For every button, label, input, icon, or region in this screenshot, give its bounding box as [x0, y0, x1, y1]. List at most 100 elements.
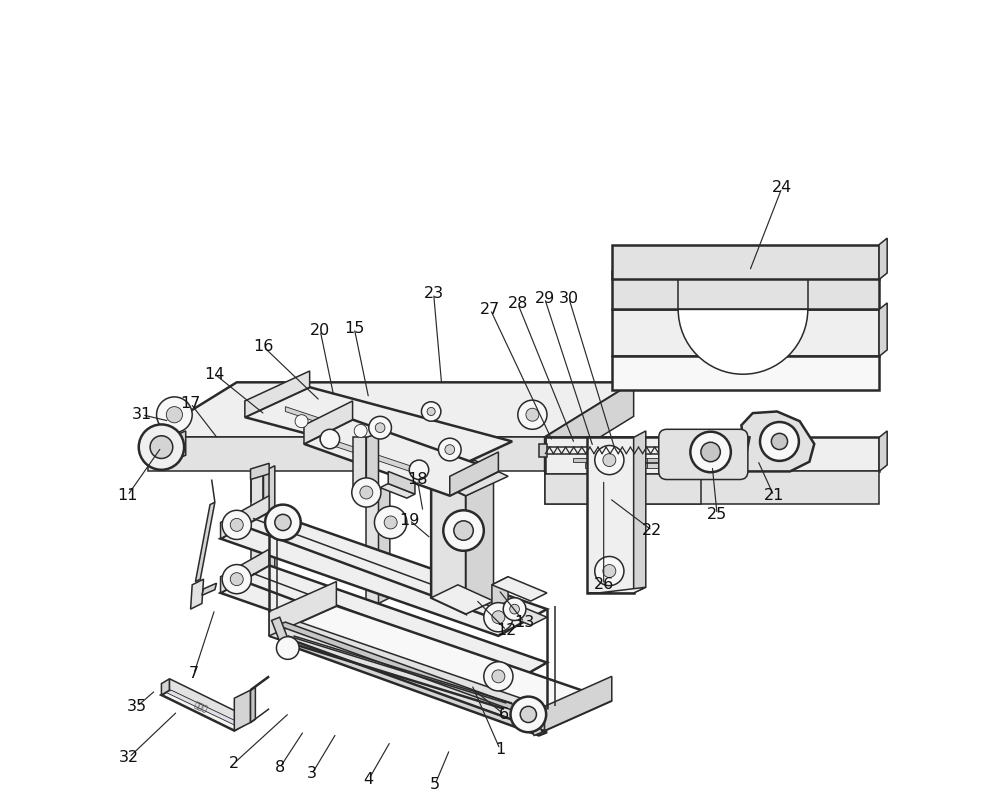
Polygon shape — [269, 606, 612, 731]
Polygon shape — [148, 382, 634, 437]
Circle shape — [222, 510, 251, 539]
Circle shape — [360, 486, 373, 499]
Polygon shape — [545, 437, 701, 474]
Circle shape — [409, 460, 429, 480]
Polygon shape — [148, 437, 545, 471]
Polygon shape — [148, 436, 174, 460]
Circle shape — [320, 429, 340, 449]
Text: 7: 7 — [189, 667, 199, 681]
Polygon shape — [277, 622, 539, 717]
Polygon shape — [492, 601, 547, 625]
Polygon shape — [879, 431, 887, 471]
Polygon shape — [492, 577, 547, 601]
Polygon shape — [170, 679, 242, 726]
Text: 2: 2 — [229, 756, 239, 770]
Polygon shape — [526, 711, 542, 735]
Polygon shape — [191, 579, 204, 609]
Polygon shape — [612, 309, 879, 356]
Polygon shape — [388, 471, 415, 494]
Text: 29: 29 — [534, 291, 555, 305]
Polygon shape — [366, 490, 378, 603]
Polygon shape — [492, 577, 508, 609]
Text: 28: 28 — [508, 296, 528, 311]
Text: 13: 13 — [514, 615, 534, 629]
Polygon shape — [269, 582, 336, 636]
Circle shape — [230, 518, 243, 531]
Polygon shape — [545, 474, 701, 504]
Text: 4: 4 — [364, 772, 374, 787]
Text: 26: 26 — [594, 578, 614, 592]
Polygon shape — [366, 433, 378, 496]
Text: 14: 14 — [205, 367, 225, 382]
Polygon shape — [634, 431, 646, 593]
Circle shape — [295, 415, 308, 428]
Circle shape — [384, 516, 397, 529]
Circle shape — [595, 556, 624, 586]
Polygon shape — [221, 512, 547, 636]
Circle shape — [445, 445, 455, 454]
Text: 32: 32 — [119, 750, 139, 765]
Polygon shape — [221, 565, 547, 690]
Text: 20: 20 — [310, 323, 330, 338]
Text: 8: 8 — [275, 761, 285, 775]
Circle shape — [510, 604, 519, 614]
Polygon shape — [320, 436, 417, 474]
Polygon shape — [195, 502, 215, 582]
Circle shape — [484, 662, 513, 691]
Polygon shape — [304, 420, 498, 496]
Circle shape — [166, 407, 182, 423]
Text: 3: 3 — [307, 766, 317, 781]
Polygon shape — [431, 460, 508, 496]
Text: 12: 12 — [496, 623, 517, 637]
FancyBboxPatch shape — [659, 429, 748, 480]
Polygon shape — [251, 687, 255, 723]
Polygon shape — [466, 482, 494, 614]
Polygon shape — [585, 463, 690, 468]
Polygon shape — [272, 617, 288, 642]
Polygon shape — [450, 452, 498, 496]
Polygon shape — [234, 690, 251, 731]
Text: 18: 18 — [407, 472, 428, 487]
Polygon shape — [202, 583, 216, 595]
Polygon shape — [285, 641, 547, 735]
Text: 21: 21 — [764, 488, 784, 503]
Polygon shape — [587, 587, 646, 593]
Text: 16: 16 — [253, 339, 274, 354]
Circle shape — [421, 402, 441, 421]
Text: 24: 24 — [772, 181, 792, 195]
Text: 6: 6 — [499, 707, 509, 722]
Circle shape — [157, 397, 192, 433]
Circle shape — [150, 436, 173, 458]
Circle shape — [443, 510, 484, 551]
Circle shape — [518, 400, 547, 429]
Polygon shape — [251, 463, 269, 480]
Polygon shape — [380, 484, 415, 498]
Circle shape — [354, 424, 367, 437]
Circle shape — [492, 611, 505, 624]
Circle shape — [503, 598, 526, 620]
Polygon shape — [221, 549, 269, 593]
Text: 15: 15 — [344, 321, 364, 335]
Polygon shape — [573, 458, 694, 462]
Polygon shape — [161, 679, 170, 695]
Circle shape — [375, 423, 385, 433]
Polygon shape — [612, 245, 879, 279]
Text: 1: 1 — [495, 742, 505, 757]
Circle shape — [492, 670, 505, 683]
Polygon shape — [269, 612, 545, 731]
Polygon shape — [378, 484, 390, 603]
Circle shape — [603, 454, 616, 467]
Polygon shape — [263, 466, 275, 595]
Text: 5: 5 — [430, 777, 440, 791]
Circle shape — [603, 565, 616, 578]
Polygon shape — [161, 690, 242, 731]
Text: 19: 19 — [399, 513, 419, 527]
Text: 31: 31 — [132, 407, 152, 422]
Polygon shape — [166, 690, 239, 725]
Text: 30: 30 — [559, 291, 579, 305]
Polygon shape — [545, 471, 879, 504]
Polygon shape — [334, 423, 374, 441]
Circle shape — [520, 706, 536, 723]
Circle shape — [484, 603, 513, 632]
Polygon shape — [545, 676, 612, 731]
